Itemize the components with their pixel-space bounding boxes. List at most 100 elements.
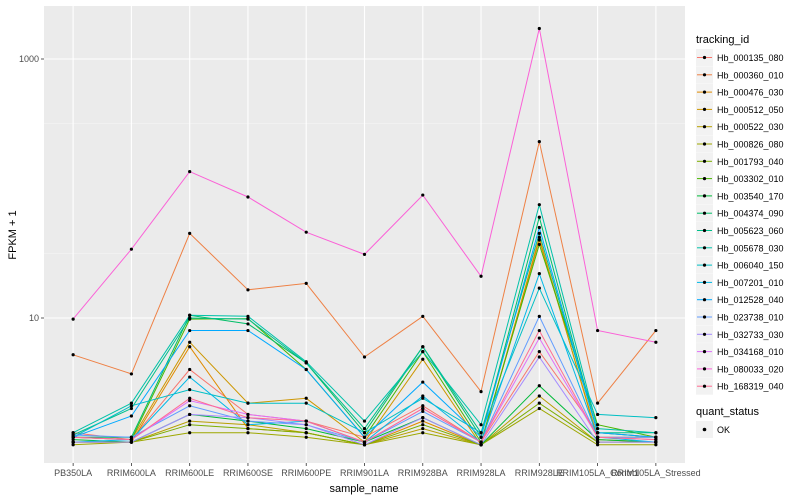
legend-point bbox=[702, 332, 707, 336]
data-point bbox=[71, 431, 75, 435]
legend2-point bbox=[702, 427, 707, 432]
legend-label: Hb_000522_030 bbox=[717, 122, 784, 132]
legend-label: Hb_000512_050 bbox=[717, 105, 784, 115]
legend-point bbox=[702, 315, 707, 319]
data-point bbox=[188, 316, 192, 320]
data-point bbox=[71, 438, 75, 442]
data-point bbox=[246, 317, 250, 321]
legend-point bbox=[702, 142, 707, 146]
data-point bbox=[421, 409, 425, 414]
data-point bbox=[304, 281, 308, 286]
data-point bbox=[537, 384, 541, 388]
data-point bbox=[421, 350, 425, 354]
data-point bbox=[537, 225, 541, 230]
data-point bbox=[129, 435, 134, 439]
data-point bbox=[595, 435, 600, 439]
data-point bbox=[479, 440, 483, 444]
data-point bbox=[71, 317, 75, 321]
data-point bbox=[71, 433, 75, 437]
legend-label: Hb_003302_010 bbox=[717, 174, 784, 184]
data-point bbox=[188, 431, 192, 435]
legend-label: Hb_007201_010 bbox=[717, 278, 784, 288]
data-point bbox=[479, 390, 483, 394]
legend-label: Hb_004374_090 bbox=[717, 209, 784, 219]
data-point bbox=[188, 231, 192, 236]
legend-point bbox=[702, 367, 707, 371]
data-point bbox=[246, 419, 250, 423]
data-point bbox=[188, 399, 192, 403]
data-point bbox=[654, 438, 658, 442]
legend-label: Hb_168319_040 bbox=[717, 382, 784, 392]
data-point bbox=[362, 443, 367, 447]
data-point bbox=[595, 426, 600, 431]
legend-title: tracking_id bbox=[696, 34, 749, 46]
y-axis-title: FPKM + 1 bbox=[7, 210, 19, 259]
data-point bbox=[246, 195, 250, 199]
data-point bbox=[129, 401, 134, 405]
data-point bbox=[246, 423, 250, 427]
legend: tracking_id Hb_000135_080Hb_000360_010Hb… bbox=[696, 34, 784, 438]
legend-point bbox=[702, 246, 707, 250]
legend-point bbox=[702, 384, 707, 388]
data-point bbox=[595, 412, 600, 417]
data-point bbox=[188, 328, 192, 333]
data-point bbox=[654, 328, 658, 333]
data-point bbox=[654, 440, 658, 444]
data-point bbox=[654, 416, 658, 420]
data-point bbox=[595, 401, 600, 405]
data-point bbox=[421, 193, 425, 197]
data-point bbox=[537, 272, 541, 276]
data-point bbox=[304, 396, 308, 400]
legend-label: Hb_000135_080 bbox=[717, 53, 784, 63]
x-tick-label: RRIM600PE bbox=[281, 468, 331, 478]
data-point bbox=[537, 401, 541, 405]
data-point bbox=[246, 314, 250, 318]
legend-point bbox=[702, 177, 707, 181]
data-point bbox=[246, 426, 250, 431]
data-point bbox=[129, 438, 134, 442]
data-point bbox=[479, 443, 483, 447]
x-tick-label: RRIM928LA bbox=[457, 468, 506, 478]
data-point bbox=[537, 350, 541, 354]
data-point bbox=[537, 231, 541, 236]
data-point bbox=[304, 431, 308, 435]
x-tick-label: RRIM901LA bbox=[340, 468, 389, 478]
data-point bbox=[479, 274, 483, 278]
legend-label: Hb_001793_040 bbox=[717, 157, 784, 167]
data-point bbox=[421, 314, 425, 318]
legend-label: Hb_005623_060 bbox=[717, 226, 784, 236]
data-point bbox=[421, 423, 425, 427]
data-point bbox=[421, 394, 425, 398]
x-tick-label: PB350LA bbox=[54, 468, 92, 478]
data-point bbox=[421, 431, 425, 435]
legend-label: Hb_006040_150 bbox=[717, 261, 784, 271]
data-point bbox=[479, 435, 483, 439]
data-point bbox=[246, 416, 250, 420]
data-point bbox=[362, 355, 367, 359]
data-point bbox=[654, 431, 658, 435]
data-point bbox=[188, 340, 192, 344]
legend-point bbox=[702, 159, 707, 163]
legend-label: Hb_005678_030 bbox=[717, 243, 784, 253]
legend-point bbox=[702, 90, 707, 94]
legend-point bbox=[702, 350, 707, 354]
legend-point bbox=[702, 280, 707, 284]
data-point bbox=[595, 438, 600, 442]
data-point bbox=[595, 423, 600, 427]
legend-label: Hb_000476_030 bbox=[717, 88, 784, 98]
data-point bbox=[537, 286, 541, 290]
legend-point bbox=[702, 73, 707, 77]
data-point bbox=[304, 401, 308, 405]
legend-point bbox=[702, 194, 707, 198]
x-tick-label: RRIM105LA_Control bbox=[556, 468, 639, 478]
data-point bbox=[421, 396, 425, 400]
data-point bbox=[421, 357, 425, 361]
data-point bbox=[595, 328, 600, 333]
data-point bbox=[654, 443, 658, 447]
data-point bbox=[188, 387, 192, 392]
data-point bbox=[595, 443, 600, 447]
data-point bbox=[362, 252, 367, 256]
data-point bbox=[595, 431, 600, 435]
data-point bbox=[188, 375, 192, 379]
